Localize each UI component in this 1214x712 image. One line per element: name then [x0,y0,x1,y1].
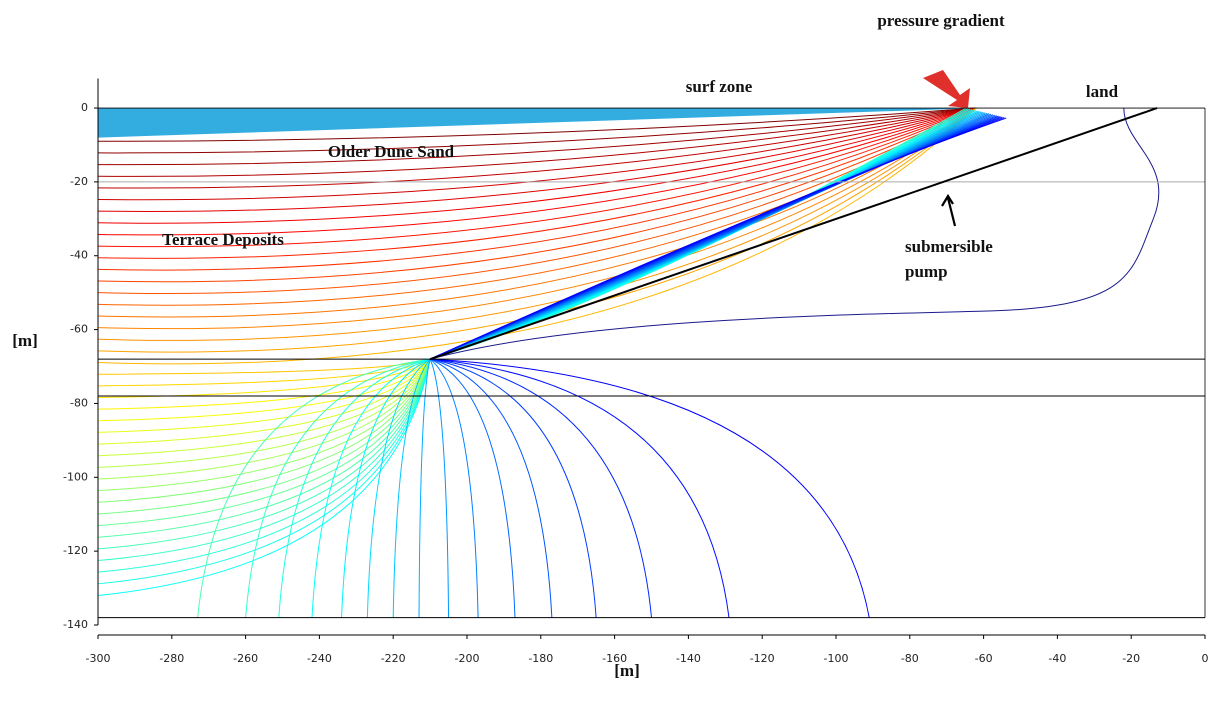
y-tick-label: -40 [70,249,88,262]
contour [430,359,869,617]
x-tick-label: -220 [381,652,406,665]
x-tick-label: -40 [1048,652,1066,665]
x-tick-label: -240 [307,652,332,665]
x-tick-label: -260 [233,652,258,665]
y-axis-label: [m] [12,331,37,350]
contour [98,359,430,537]
contour [98,108,976,282]
x-tick-label: -20 [1122,652,1140,665]
y-tick-label: -60 [70,323,88,336]
contour [430,359,448,617]
annotation: Older Dune Sand [328,142,455,161]
x-tick-label: -180 [528,652,553,665]
contour [98,359,430,525]
y-tick-label: -80 [70,396,88,409]
x-tick-label: -140 [676,652,701,665]
contour [430,359,729,617]
x-tick-label: -80 [901,652,919,665]
contour [98,108,976,305]
pump-arrow [942,196,955,226]
contour-lines [98,108,1159,618]
x-axis-label: [m] [614,661,639,680]
contour [98,108,976,317]
pressure-arrow [923,70,970,108]
x-tick-label: -200 [455,652,480,665]
annotation: pump [905,262,948,281]
x-tick-label: -300 [86,652,111,665]
contour [430,359,515,617]
annotation: submersible [905,237,993,256]
annotation: land [1086,82,1119,101]
annotation: pressure gradient [877,11,1005,30]
contour [98,359,430,397]
x-tick-label: -60 [975,652,993,665]
y-tick-label: -120 [63,544,88,557]
chart: -140-120-100-80-60-40-200-300-280-260-24… [0,0,1214,712]
x-tick-label: -100 [824,652,849,665]
y-tick-label: -100 [63,470,88,483]
x-tick-label: -280 [159,652,184,665]
contour [419,359,430,617]
x-tick-label: 0 [1202,652,1209,665]
y-tick-label: 0 [81,101,88,114]
y-tick-label: -20 [70,175,88,188]
annotation: surf zone [686,77,753,96]
contour [430,359,651,617]
x-tick-label: -120 [750,652,775,665]
y-tick-label: -140 [63,618,88,631]
annotation: Terrace Deposits [162,230,284,249]
contour [246,359,431,617]
